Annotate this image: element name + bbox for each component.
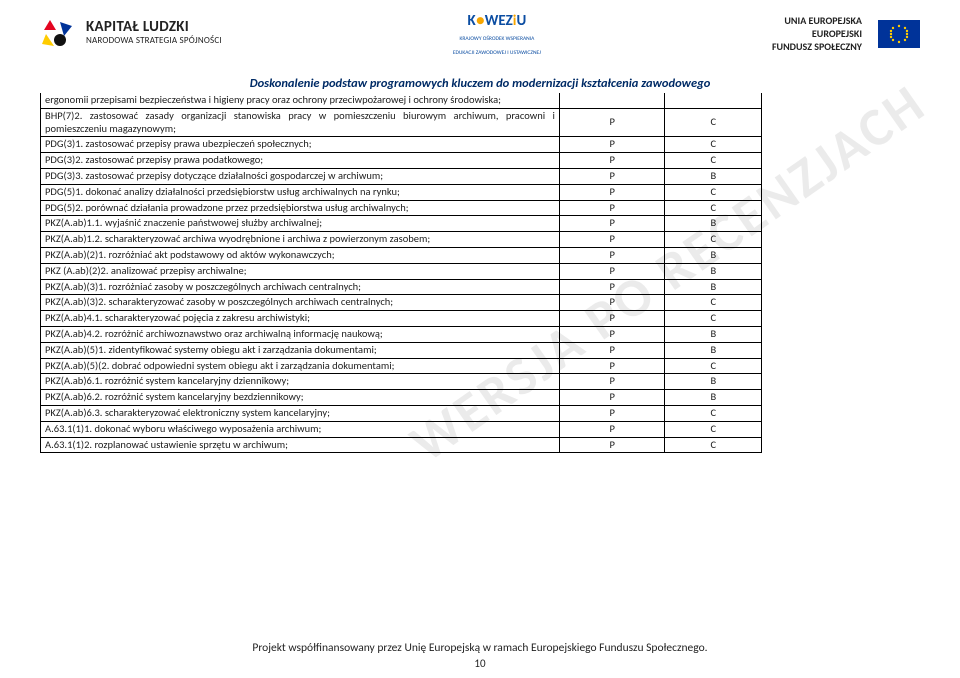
row-col-c: B: [665, 342, 762, 358]
koweziu-sub2: EDUKACJI ZAWODOWEJ I USTAWICZNEJ: [453, 51, 541, 57]
row-col-p: P: [559, 200, 665, 216]
page: KAPITAŁ LUDZKI NARODOWA STRATEGIA SPÓJNO…: [0, 0, 960, 678]
row-col-c: C: [665, 137, 762, 153]
row-desc: PKZ (A.ab)(2)2. analizować przepisy arch…: [41, 263, 560, 279]
row-col-p: P: [559, 216, 665, 232]
row-desc: PKZ(A.ab)1.1. wyjaśnić znaczenie państwo…: [41, 216, 560, 232]
row-col-p: P: [559, 295, 665, 311]
row-col-c: C: [665, 437, 762, 453]
row-col-c: B: [665, 279, 762, 295]
row-col-c: C: [665, 200, 762, 216]
row-desc: PKZ(A.ab)6.2. rozróżnić system kancelary…: [41, 390, 560, 406]
row-col-p: P: [559, 137, 665, 153]
row-col-p: P: [559, 390, 665, 406]
row-col-c: C: [665, 295, 762, 311]
footer: Projekt współfinansowany przez Unię Euro…: [0, 641, 960, 670]
banner-text: Doskonalenie podstaw programowych klucze…: [40, 76, 920, 91]
row-col-p: P: [559, 326, 665, 342]
row-col-c: C: [665, 311, 762, 327]
row-desc: A.63.1(1)2. rozplanować ustawienie sprzę…: [41, 437, 560, 453]
row-desc: ergonomii przepisami bezpieczeństwa i hi…: [41, 93, 560, 108]
row-desc: A.63.1(1)1. dokonać wyboru właściwego wy…: [41, 421, 560, 437]
row-col-c: C: [665, 358, 762, 374]
kapital-ludzki-logo: [40, 14, 78, 52]
row-desc: BHP(7)2. zastosować zasady organizacji s…: [41, 108, 560, 137]
row-desc: PDG(3)1. zastosować przepisy prawa ubezp…: [41, 137, 560, 153]
table-row: ergonomii przepisami bezpieczeństwa i hi…: [41, 93, 921, 108]
content-table: ergonomii przepisami bezpieczeństwa i hi…: [40, 93, 920, 453]
row-col-p: P: [559, 311, 665, 327]
row-col-c: C: [665, 232, 762, 248]
row-desc: PKZ(A.ab)1.2. scharakteryzować archiwa w…: [41, 232, 560, 248]
eu-flag-icon: [878, 20, 920, 48]
row-col-p: P: [559, 405, 665, 421]
header-left-sub: NARODOWA STRATEGIA SPÓJNOŚCI: [86, 36, 222, 45]
page-number: 10: [0, 657, 960, 670]
row-col-p: P: [559, 153, 665, 169]
koweziu-sub1: KRAJOWY OŚRODEK WSPIERANIA: [460, 37, 535, 43]
eu-line1: UNIA EUROPEJSKA: [772, 14, 862, 27]
row-col-c: B: [665, 390, 762, 406]
row-col-c: B: [665, 216, 762, 232]
page-header: KAPITAŁ LUDZKI NARODOWA STRATEGIA SPÓJNO…: [40, 14, 920, 72]
row-desc: PKZ(A.ab)(3)1. rozróżniać zasoby w poszc…: [41, 279, 560, 295]
header-left-title: KAPITAŁ LUDZKI: [86, 20, 222, 36]
row-col-p: P: [559, 421, 665, 437]
row-desc: PKZ(A.ab)4.2. rozróżnić archiwoznawstwo …: [41, 326, 560, 342]
row-col-c: B: [665, 326, 762, 342]
row-col-c: C: [665, 184, 762, 200]
row-desc: PKZ(A.ab)(5)1. zidentyfikować systemy ob…: [41, 342, 560, 358]
row-col-c: B: [665, 263, 762, 279]
row-col-p: P: [559, 263, 665, 279]
row-col-c: B: [665, 247, 762, 263]
row-col-p: P: [559, 279, 665, 295]
row-desc: PKZ(A.ab)(5)(2. dobrać odpowiedni system…: [41, 358, 560, 374]
row-col-p: P: [559, 342, 665, 358]
row-col-c: C: [665, 405, 762, 421]
row-col-p: [559, 93, 665, 108]
row-col-p: P: [559, 374, 665, 390]
row-col-p: P: [559, 168, 665, 184]
row-col-p: P: [559, 437, 665, 453]
row-desc: PKZ(A.ab)4.1. scharakteryzować pojęcia z…: [41, 311, 560, 327]
row-col-c: B: [665, 168, 762, 184]
row-col-p: P: [559, 247, 665, 263]
row-col-c: C: [665, 108, 762, 137]
row-col-c: C: [665, 421, 762, 437]
row-col-c: [665, 93, 762, 108]
row-desc: PDG(5)1. dokonać analizy działalności pr…: [41, 184, 560, 200]
eu-line2: EUROPEJSKI: [772, 27, 862, 40]
header-right: UNIA EUROPEJSKA EUROPEJSKI FUNDUSZ SPOŁE…: [772, 14, 920, 53]
row-desc: PKZ(A.ab)6.1. rozróżnić system kancelary…: [41, 374, 560, 390]
row-desc: PKZ(A.ab)(3)2. scharakteryzować zasoby w…: [41, 295, 560, 311]
header-left: KAPITAŁ LUDZKI NARODOWA STRATEGIA SPÓJNO…: [40, 14, 222, 52]
row-col-p: P: [559, 358, 665, 374]
row-col-c: B: [665, 374, 762, 390]
row-col-p: P: [559, 108, 665, 137]
row-desc: PDG(3)3. zastosować przepisy dotyczące d…: [41, 168, 560, 184]
eu-line3: FUNDUSZ SPOŁECZNY: [772, 40, 862, 53]
row-col-c: C: [665, 153, 762, 169]
koweziu-logo-text: K●WEZiU: [467, 14, 526, 29]
row-desc: PDG(3)2. zastosować przepisy prawa podat…: [41, 153, 560, 169]
spacer-col: [762, 93, 920, 453]
row-desc: PKZ(A.ab)(2)1. rozróżniać akt podstawowy…: [41, 247, 560, 263]
footer-text: Projekt współfinansowany przez Unię Euro…: [252, 641, 707, 655]
row-desc: PDG(5)2. porównać działania prowadzone p…: [41, 200, 560, 216]
row-col-p: P: [559, 184, 665, 200]
header-center: K●WEZiU KRAJOWY OŚRODEK WSPIERANIA EDUKA…: [453, 14, 541, 56]
row-desc: PKZ(A.ab)6.3. scharakteryzować elektroni…: [41, 405, 560, 421]
row-col-p: P: [559, 232, 665, 248]
